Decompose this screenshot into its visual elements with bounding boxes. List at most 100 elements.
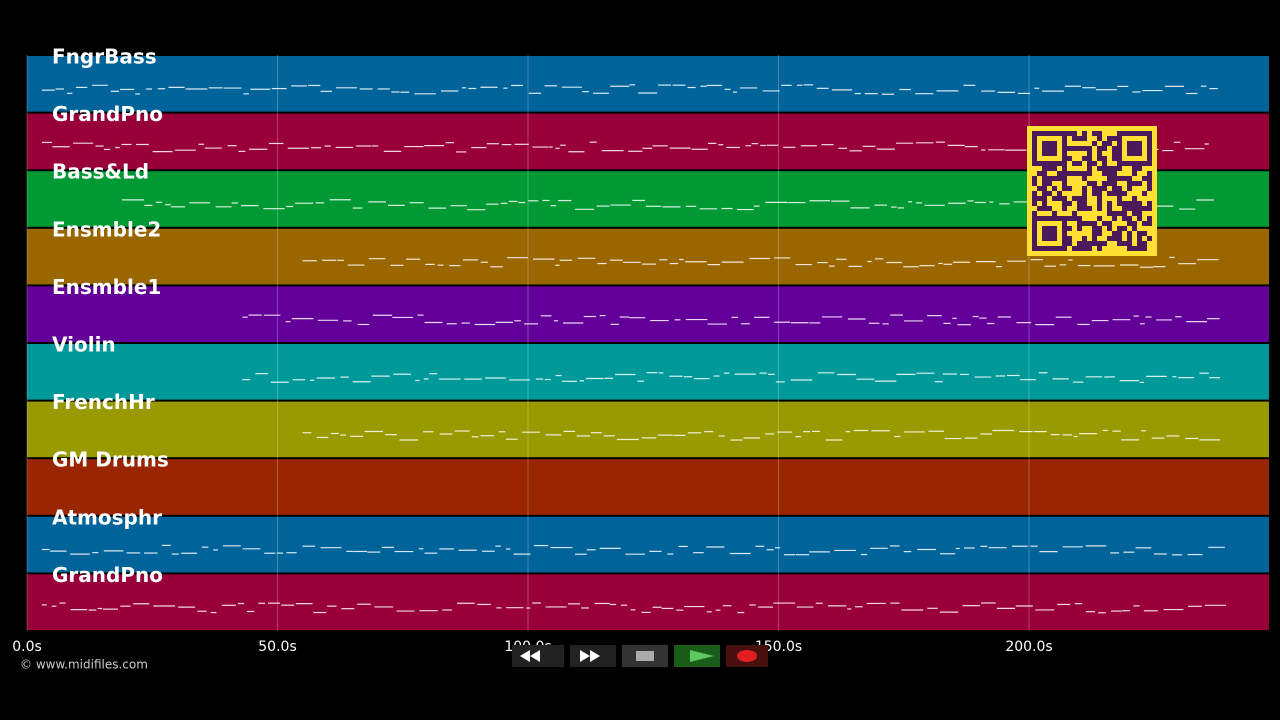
qr-module [1062,221,1067,226]
qr-module [1097,216,1102,221]
qr-module [1097,186,1102,191]
qr-module [1102,161,1107,166]
forward-icon [580,650,600,662]
qr-module [1042,161,1047,166]
qr-module [1032,201,1037,206]
qr-code [1027,126,1157,256]
qr-module [1032,141,1037,146]
qr-module [1052,196,1057,201]
qr-module [1032,226,1037,231]
qr-module [1132,221,1137,226]
qr-module [1117,141,1122,146]
qr-module [1092,161,1097,166]
track-lane [27,286,1269,342]
qr-module [1147,131,1152,136]
qr-module [1077,171,1082,176]
qr-module [1132,246,1137,251]
qr-module [1082,201,1087,206]
qr-module [1087,166,1092,171]
track-name: Bass&Ld [52,160,149,184]
qr-module [1087,241,1092,246]
qr-module [1092,141,1097,146]
qr-module [1127,146,1132,151]
qr-module [1087,156,1092,161]
qr-module [1057,216,1062,221]
qr-module [1107,181,1112,186]
qr-module [1067,156,1072,161]
qr-module [1057,196,1062,201]
qr-module [1042,196,1047,201]
qr-module [1092,221,1097,226]
qr-module [1132,181,1137,186]
qr-module [1082,246,1087,251]
qr-module [1122,161,1127,166]
qr-module [1112,166,1117,171]
qr-module [1107,166,1112,171]
qr-module [1052,186,1057,191]
qr-module [1067,186,1072,191]
qr-module [1032,236,1037,241]
qr-module [1122,191,1127,196]
track-name: GM Drums [52,448,169,472]
qr-module [1062,201,1067,206]
qr-module [1117,226,1122,231]
qr-module [1132,151,1137,156]
qr-module [1057,246,1062,251]
qr-module [1062,156,1067,161]
qr-module [1077,221,1082,226]
qr-module [1112,156,1117,161]
qr-module [1127,231,1132,236]
qr-module [1117,201,1122,206]
track-lane [27,401,1269,458]
qr-module [1112,176,1117,181]
qr-module [1112,181,1117,186]
qr-module [1047,191,1052,196]
qr-module [1117,176,1122,181]
qr-module [1117,211,1122,216]
qr-module [1107,176,1112,181]
qr-module [1137,166,1142,171]
qr-module [1127,161,1132,166]
qr-module [1067,201,1072,206]
qr-module [1062,161,1067,166]
qr-module [1047,236,1052,241]
qr-module [1047,166,1052,171]
track-lane [27,516,1269,573]
qr-module [1132,141,1137,146]
qr-module [1032,161,1037,166]
qr-module [1097,201,1102,206]
qr-module [1062,136,1067,141]
qr-module [1052,246,1057,251]
qr-module [1092,191,1097,196]
qr-module [1057,176,1062,181]
qr-module [1032,191,1037,196]
qr-module [1097,226,1102,231]
qr-module [1082,146,1087,151]
qr-module [1132,166,1137,171]
qr-module [1047,206,1052,211]
track-name: Ensmble1 [52,275,161,299]
qr-module [1037,196,1042,201]
copyright: © www.midifiles.com [20,658,148,672]
qr-module [1047,226,1052,231]
qr-module [1147,216,1152,221]
qr-module [1082,221,1087,226]
qr-module [1147,236,1152,241]
qr-module [1037,216,1042,221]
qr-module [1052,166,1057,171]
qr-module [1067,241,1072,246]
track-name: GrandPno [52,102,163,126]
qr-module [1127,186,1132,191]
qr-module [1072,171,1077,176]
qr-module [1107,211,1112,216]
qr-module [1127,141,1132,146]
qr-module [1147,221,1152,226]
qr-module [1122,211,1127,216]
qr-module [1087,151,1092,156]
qr-module [1047,181,1052,186]
qr-module [1122,131,1127,136]
track-name: Violin [52,333,116,357]
qr-module [1102,141,1107,146]
qr-module [1047,161,1052,166]
